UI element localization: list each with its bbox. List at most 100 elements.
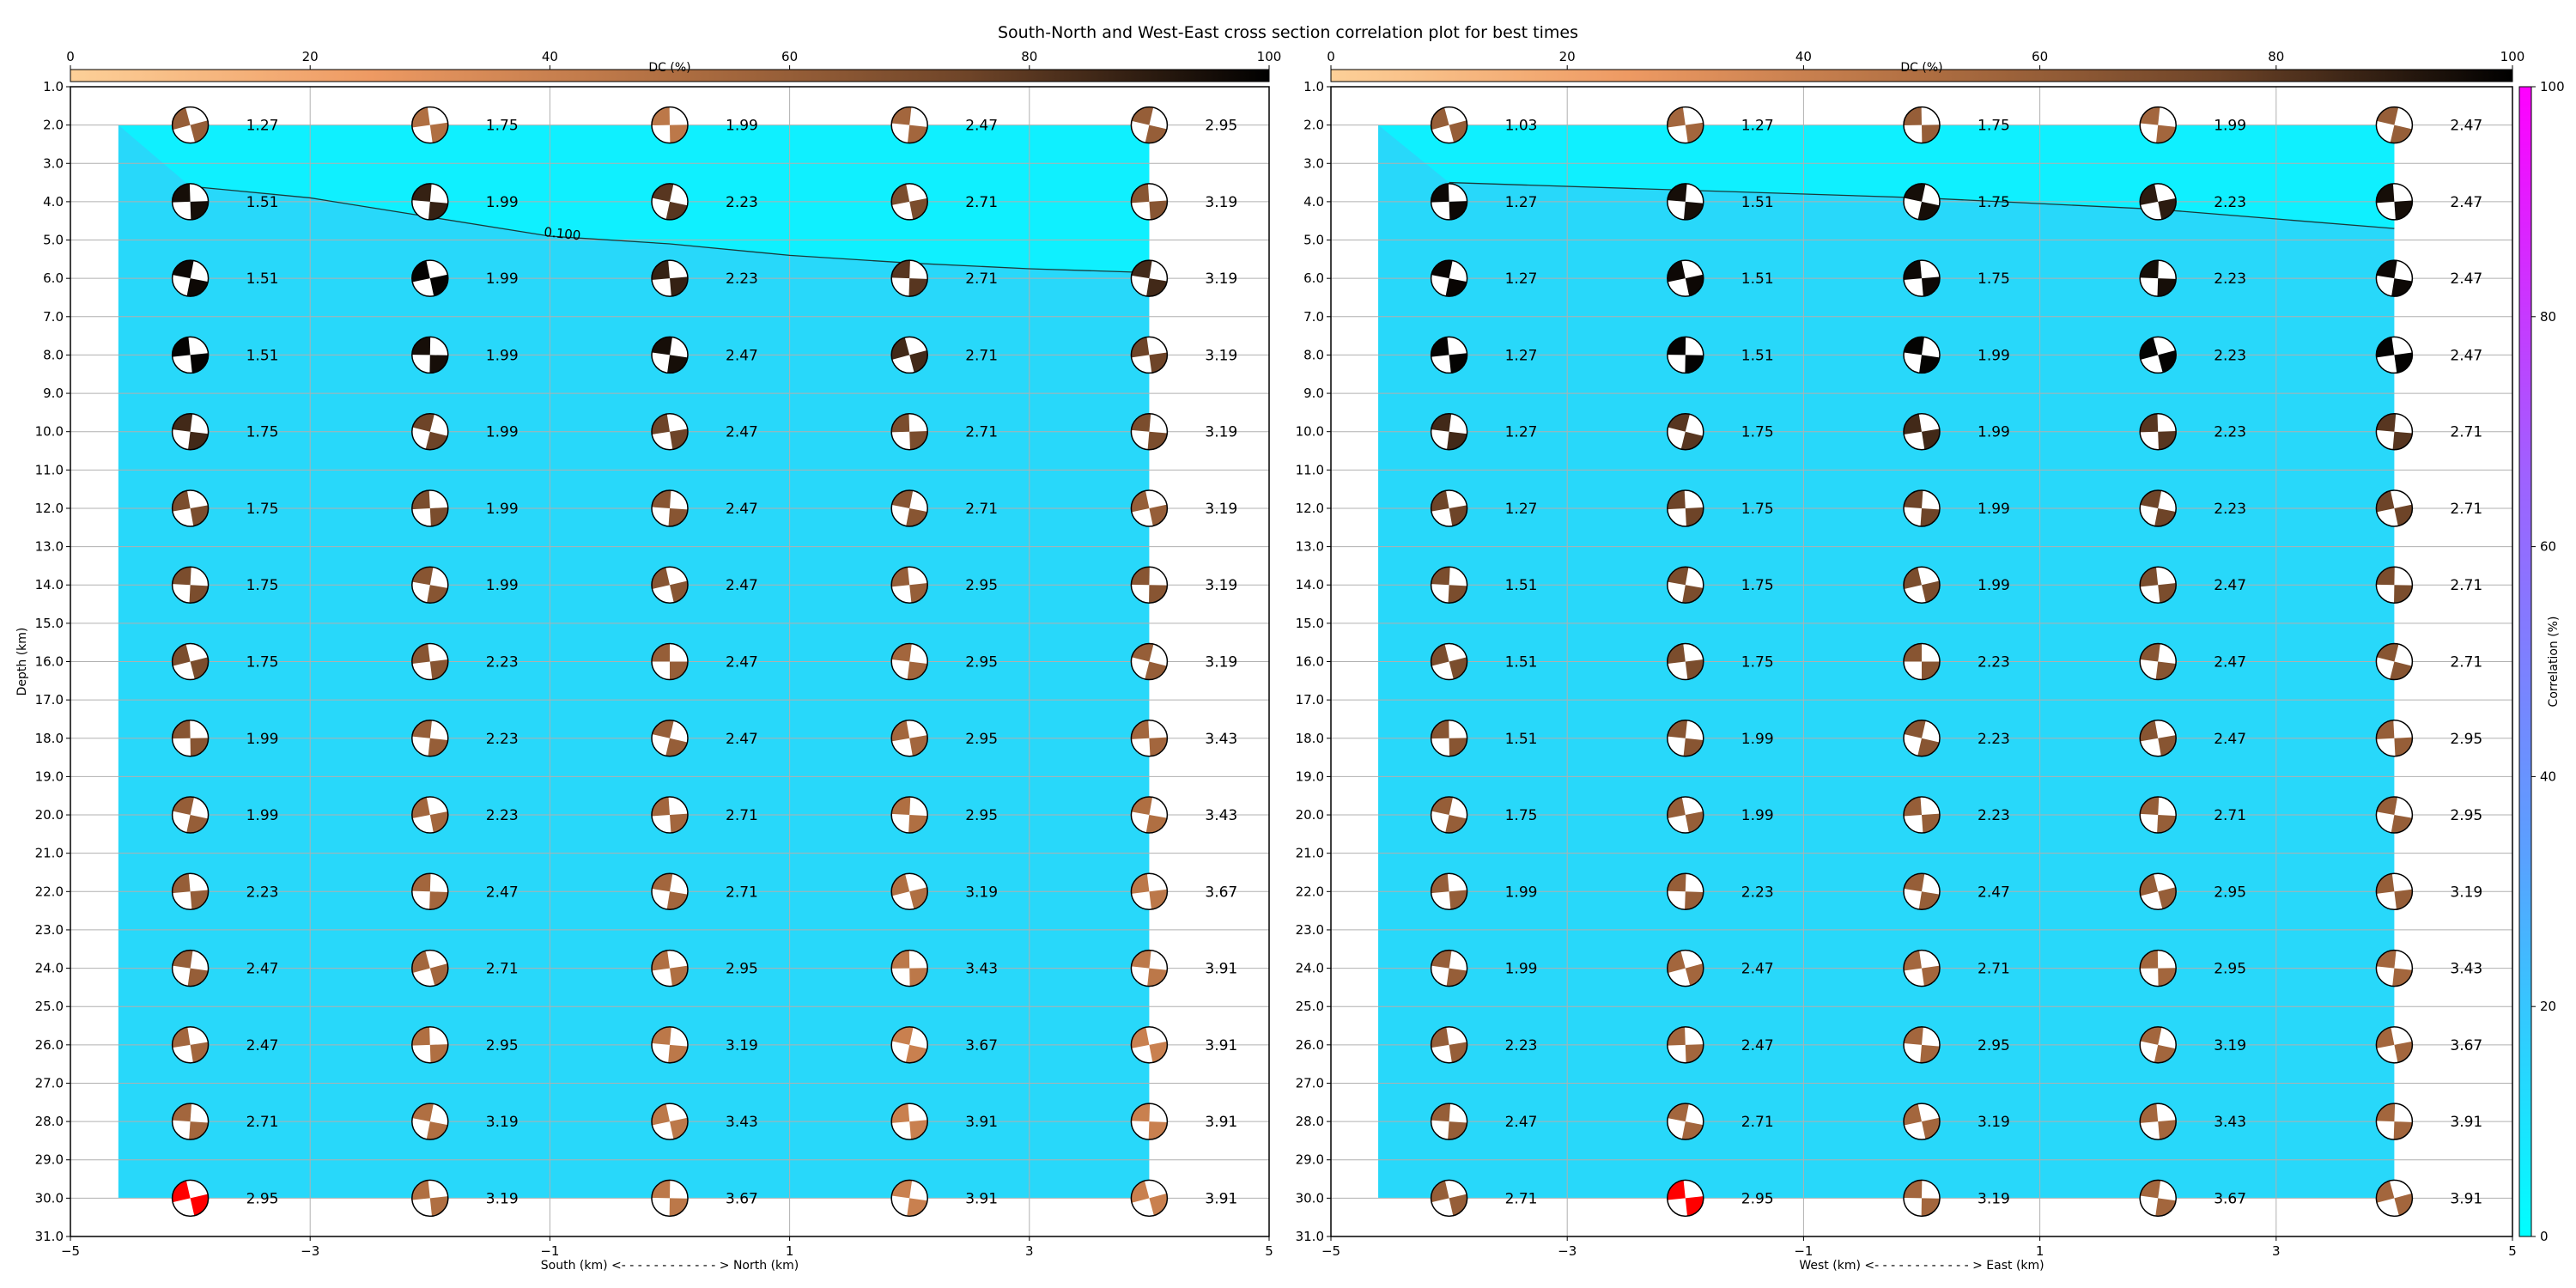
mechanism-beachball bbox=[1903, 489, 1941, 527]
mechanism-beachball bbox=[1903, 796, 1941, 834]
time-label: 1.51 bbox=[246, 270, 279, 288]
x-axis-label: West (km) <- - - - - - - - - - - - > Eas… bbox=[1799, 1259, 2044, 1273]
mechanism-beachball bbox=[2139, 489, 2177, 527]
time-label: 3.19 bbox=[1205, 347, 1237, 364]
time-label: 3.43 bbox=[965, 961, 998, 978]
y-tick-label: 4.0 bbox=[43, 194, 64, 210]
time-label: 2.23 bbox=[486, 654, 519, 671]
y-tick-label: 6.0 bbox=[43, 270, 64, 286]
time-label: 3.91 bbox=[965, 1190, 998, 1207]
mechanism-beachball bbox=[1667, 1103, 1704, 1140]
mechanism-beachball bbox=[1667, 183, 1704, 221]
time-label: 2.47 bbox=[486, 884, 519, 901]
mechanism-beachball bbox=[890, 412, 928, 451]
mechanism-beachball bbox=[411, 412, 449, 451]
mechanism-beachball bbox=[171, 412, 210, 451]
dc-colorbar-tick: 20 bbox=[1559, 49, 1576, 64]
mechanism-beachball bbox=[171, 949, 210, 987]
y-tick-label: 16.0 bbox=[1296, 654, 1324, 670]
mechanism-beachball bbox=[2375, 412, 2414, 451]
y-tick-label: 15.0 bbox=[35, 616, 64, 631]
y-tick-label: 5.0 bbox=[43, 233, 64, 248]
y-tick-label: 17.0 bbox=[35, 692, 64, 708]
time-label: 3.19 bbox=[1205, 424, 1237, 441]
time-label: 2.71 bbox=[2450, 501, 2482, 518]
y-tick-label: 24.0 bbox=[1296, 961, 1324, 976]
time-label: 1.75 bbox=[1741, 577, 1774, 594]
mechanism-beachball bbox=[651, 1179, 689, 1218]
mechanism-beachball bbox=[2375, 872, 2414, 911]
y-tick-label: 30.0 bbox=[1296, 1190, 1324, 1206]
time-label: 3.19 bbox=[1205, 501, 1237, 518]
mechanism-beachball bbox=[411, 796, 449, 834]
mechanism-beachball bbox=[651, 872, 689, 911]
time-label: 2.47 bbox=[2214, 654, 2246, 671]
time-label: 2.47 bbox=[2450, 118, 2482, 135]
y-tick-label: 10.0 bbox=[35, 424, 64, 440]
time-label: 2.47 bbox=[2450, 270, 2482, 288]
y-tick-label: 30.0 bbox=[35, 1190, 64, 1206]
mechanism-beachball bbox=[651, 183, 689, 221]
mechanism-beachball bbox=[1667, 796, 1704, 834]
time-label: 1.75 bbox=[1978, 194, 2010, 211]
mechanism-beachball bbox=[171, 1103, 210, 1140]
mechanism-beachball bbox=[1130, 336, 1169, 374]
x-tick-label: −1 bbox=[1794, 1243, 1813, 1259]
y-tick-label: 11.0 bbox=[1296, 462, 1324, 477]
mechanism-beachball bbox=[2139, 642, 2177, 681]
time-label: 3.19 bbox=[1978, 1114, 2010, 1131]
y-tick-label: 25.0 bbox=[1296, 999, 1324, 1014]
x-tick-label: −5 bbox=[1321, 1243, 1340, 1259]
time-label: 1.51 bbox=[1505, 654, 1538, 671]
time-label: 3.91 bbox=[1205, 1037, 1237, 1054]
y-tick-label: 22.0 bbox=[35, 884, 64, 899]
x-tick-label: 1 bbox=[786, 1243, 794, 1259]
time-label: 3.19 bbox=[2214, 1037, 2246, 1054]
time-label: 1.75 bbox=[246, 424, 279, 441]
time-label: 1.99 bbox=[246, 731, 279, 748]
time-label: 2.47 bbox=[2214, 577, 2246, 594]
y-tick-label: 9.0 bbox=[43, 386, 64, 401]
y-tick-label: 3.0 bbox=[43, 155, 64, 171]
mechanism-beachball bbox=[890, 183, 928, 221]
mechanism-beachball bbox=[2375, 259, 2414, 297]
mechanism-beachball bbox=[890, 642, 928, 681]
time-label: 2.71 bbox=[965, 501, 998, 518]
mechanism-beachball bbox=[411, 183, 449, 221]
correlation-tick: 60 bbox=[2540, 539, 2556, 555]
mechanism-beachball bbox=[1667, 872, 1704, 911]
y-tick-label: 9.0 bbox=[1303, 386, 1324, 401]
time-label: 2.95 bbox=[2214, 884, 2246, 901]
mechanism-beachball bbox=[1430, 106, 1468, 144]
time-label: 1.75 bbox=[1741, 654, 1774, 671]
mechanism-beachball bbox=[1903, 106, 1941, 144]
mechanism-beachball bbox=[1430, 720, 1468, 757]
x-tick-label: 5 bbox=[1265, 1243, 1273, 1259]
mechanism-beachball bbox=[2375, 1026, 2414, 1064]
mechanism-beachball bbox=[1903, 1179, 1941, 1218]
mechanism-beachball bbox=[1667, 106, 1704, 144]
mechanism-beachball bbox=[890, 489, 928, 527]
mechanism-beachball bbox=[1903, 720, 1941, 757]
y-tick-label: 8.0 bbox=[43, 347, 64, 362]
time-label: 2.71 bbox=[486, 961, 519, 978]
time-label: 2.71 bbox=[2214, 807, 2246, 824]
time-label: 1.51 bbox=[1741, 270, 1774, 288]
time-label: 3.43 bbox=[2450, 961, 2482, 978]
time-label: 2.23 bbox=[1978, 807, 2010, 824]
time-label: 2.23 bbox=[1978, 731, 2010, 748]
time-label: 1.27 bbox=[1505, 194, 1538, 211]
mechanism-beachball bbox=[411, 106, 449, 144]
mechanism-beachball bbox=[1903, 642, 1941, 681]
time-label: 3.19 bbox=[1205, 194, 1237, 211]
y-tick-label: 20.0 bbox=[35, 807, 64, 823]
time-label: 3.91 bbox=[2450, 1190, 2482, 1207]
correlation-colorbar: 0 20 40 60 80 100 Correlation (%) bbox=[2518, 79, 2565, 1244]
mechanism-beachball bbox=[651, 720, 689, 757]
time-label: 1.99 bbox=[1741, 731, 1774, 748]
mechanism-beachball bbox=[1667, 1026, 1704, 1064]
time-label: 2.95 bbox=[246, 1190, 279, 1207]
time-label: 1.99 bbox=[486, 501, 519, 518]
x-tick-label: 1 bbox=[2036, 1243, 2044, 1259]
time-label: 2.47 bbox=[2450, 194, 2482, 211]
